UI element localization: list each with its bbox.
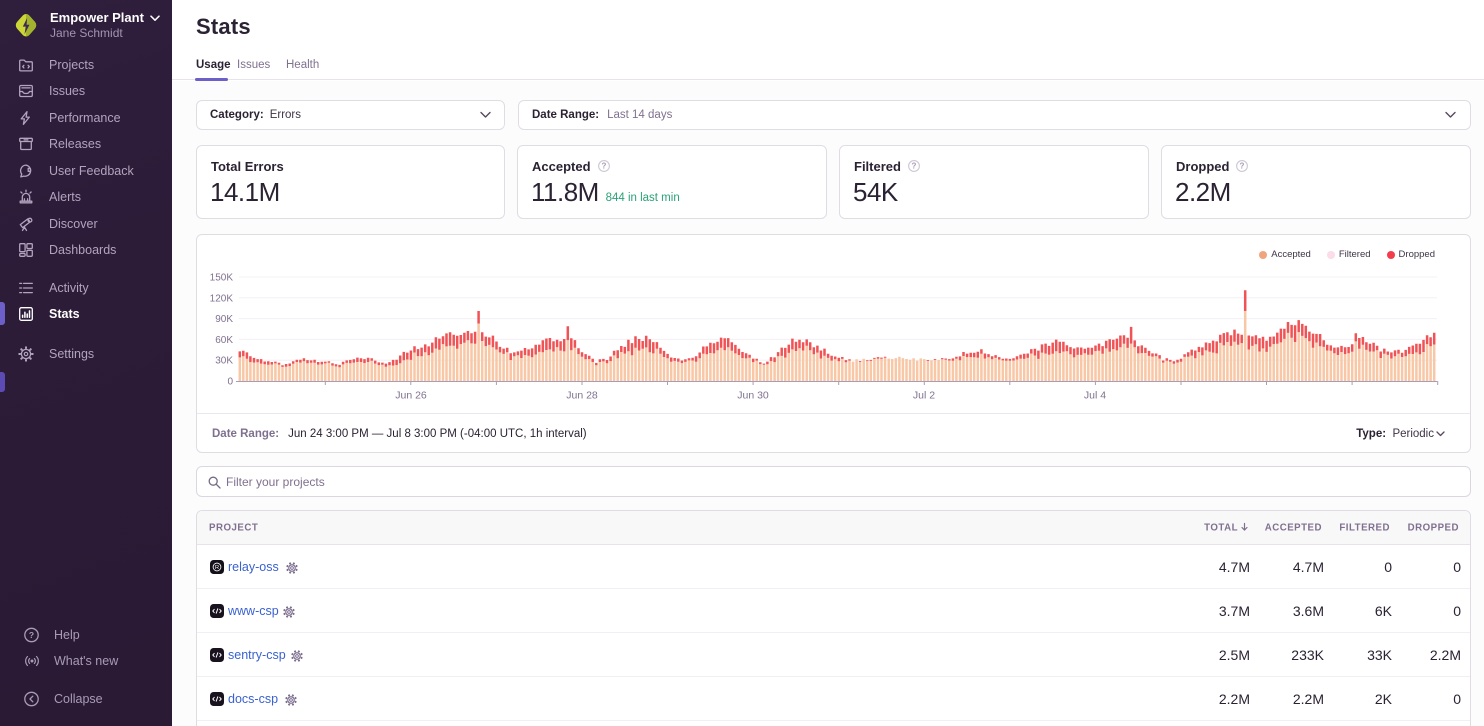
svg-text:R: R [215, 565, 219, 571]
svg-text:?: ? [601, 162, 606, 171]
svg-text:Jul 2: Jul 2 [913, 390, 935, 402]
svg-text:Jun 30: Jun 30 [737, 390, 769, 402]
svg-text:Jun 26: Jun 26 [395, 390, 427, 402]
svg-text:Jul 4: Jul 4 [1084, 390, 1106, 402]
svg-text:60K: 60K [215, 335, 233, 346]
svg-text:Jun 28: Jun 28 [566, 390, 598, 402]
svg-text:?: ? [29, 630, 34, 640]
svg-text:150K: 150K [210, 273, 234, 284]
svg-text:120K: 120K [210, 293, 234, 304]
svg-text:?: ? [1240, 162, 1245, 171]
svg-text:30K: 30K [215, 356, 233, 367]
svg-text:?: ? [912, 162, 917, 171]
svg-text:90K: 90K [215, 314, 233, 325]
svg-text:0: 0 [227, 377, 233, 388]
